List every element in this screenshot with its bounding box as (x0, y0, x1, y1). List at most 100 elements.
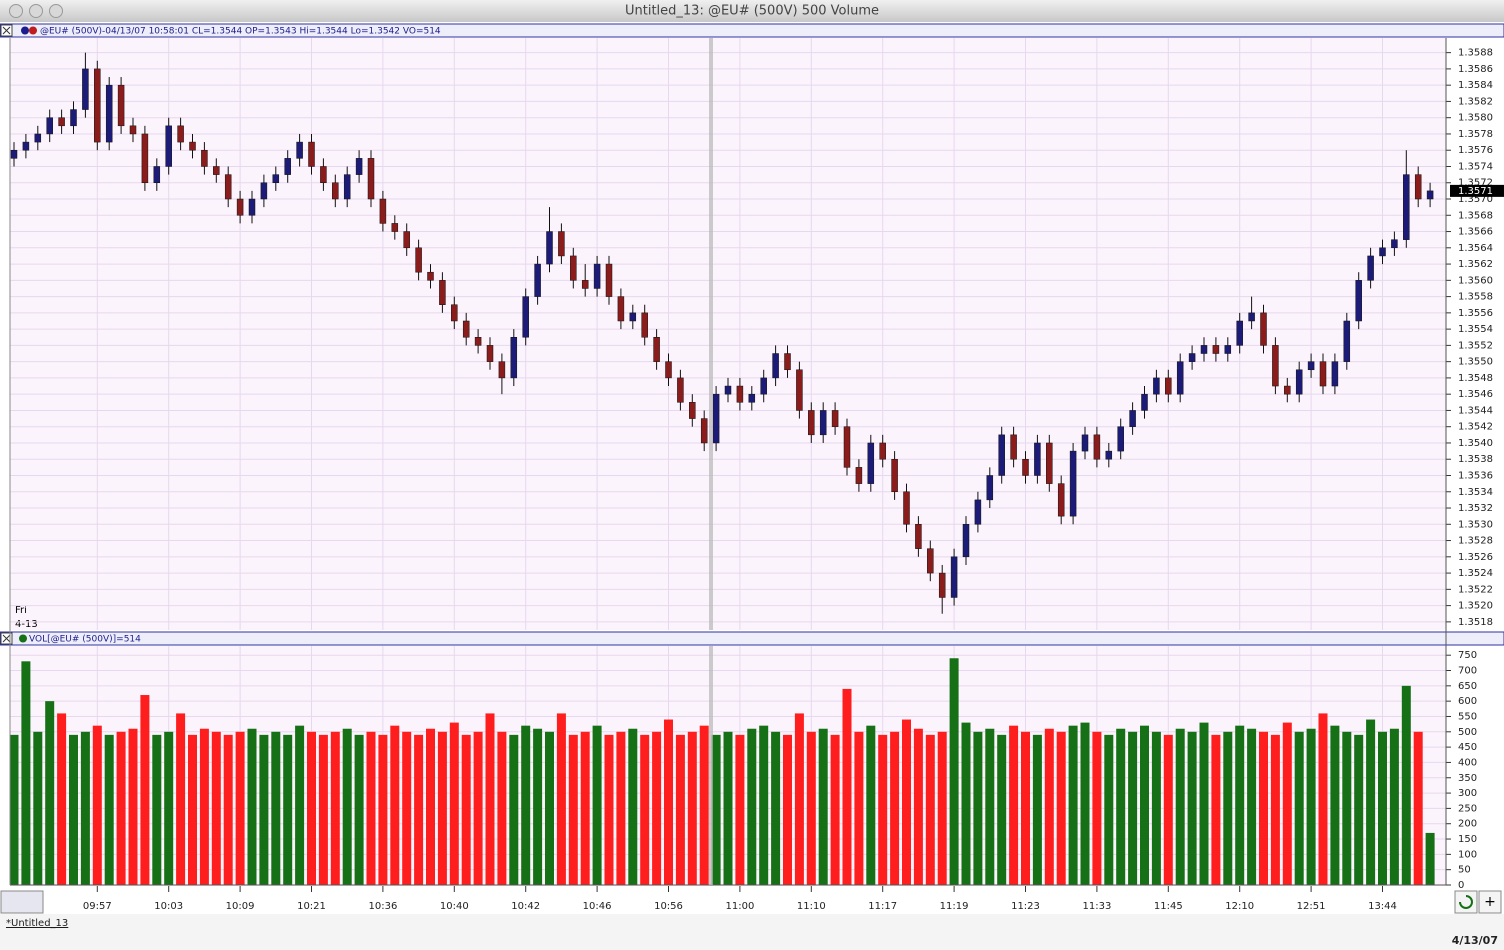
volume-bar (1413, 731, 1423, 885)
candle-body (129, 125, 137, 135)
volume-bar (1330, 725, 1340, 885)
scroll-thumb[interactable] (0, 890, 44, 914)
volume-bar (188, 734, 197, 885)
y-tick-label: 1.3532 (1458, 503, 1493, 514)
minimize-button[interactable] (29, 4, 43, 18)
y-tick-label: 150 (1458, 834, 1477, 845)
status-bar (0, 914, 1504, 950)
candle-body (141, 133, 149, 183)
y-tick-label: 1.3588 (1458, 48, 1493, 59)
refresh-button[interactable] (1454, 890, 1478, 914)
candle-body (427, 271, 434, 281)
y-tick-label: 1.3566 (1458, 227, 1493, 238)
volume-bar (21, 661, 31, 885)
volume-bar (1247, 728, 1257, 885)
volume-bar (723, 731, 733, 885)
volume-bar (390, 725, 400, 885)
volume-bar (759, 725, 769, 885)
y-tick-label: 1.3568 (1458, 210, 1493, 221)
candle-body (1022, 458, 1029, 476)
volume-bar (568, 734, 578, 885)
candle-body (94, 68, 101, 143)
y-tick-label: 100 (1458, 849, 1477, 860)
candle-body (879, 442, 886, 460)
title-bar (0, 0, 1504, 22)
candle-body (1081, 434, 1089, 452)
candle-body (1379, 247, 1386, 257)
candle-body (974, 499, 982, 525)
volume-bar (354, 734, 364, 885)
candle-body (1057, 483, 1065, 517)
x-tick-label: 10:42 (511, 901, 540, 912)
candle-body (1426, 190, 1434, 200)
candle-body (1105, 450, 1113, 460)
volume-bar (1425, 832, 1435, 885)
volume-bar (1068, 725, 1078, 885)
volume-bar (199, 728, 209, 885)
candle-body (915, 524, 922, 549)
volume-bar (1151, 731, 1161, 885)
volume-bar (223, 734, 233, 885)
volume-bar (1116, 728, 1126, 885)
x-tick-label: 11:17 (868, 901, 897, 912)
candle-body (700, 418, 708, 444)
candle-body (617, 296, 625, 322)
candle-body (117, 84, 125, 127)
candle-body (1260, 312, 1267, 346)
sheet-tab[interactable]: *Untitled_13 (6, 918, 68, 929)
volume-bar (1199, 722, 1209, 885)
x-tick-label: 11:10 (797, 901, 826, 912)
volume-bar (1318, 713, 1328, 885)
candle-body (689, 402, 696, 419)
volume-bar (830, 734, 840, 885)
candle-body (367, 158, 375, 200)
candle-body (1331, 361, 1339, 387)
volume-bar (771, 731, 781, 885)
volume-bar (652, 731, 662, 885)
volume-bar (1211, 734, 1221, 885)
x-tick-label: 12:51 (1297, 901, 1326, 912)
volume-bar (902, 719, 911, 885)
close-icon (2, 634, 11, 643)
volume-bar (1140, 725, 1149, 885)
y-tick-label: 1.3520 (1458, 601, 1493, 612)
x-tick-label: 13:44 (1368, 901, 1397, 912)
candle-body (629, 312, 637, 322)
volume-bar (664, 719, 673, 885)
volume-bar (687, 731, 697, 885)
y-tick-label: 50 (1458, 865, 1471, 876)
y-tick-label: 1.3564 (1458, 243, 1493, 254)
x-tick-label: 11:33 (1082, 901, 1111, 912)
x-tick-label: 10:46 (583, 901, 612, 912)
volume-bar (616, 731, 626, 885)
candle-body (391, 223, 399, 232)
candle-body (760, 377, 767, 395)
volume-bar (1366, 719, 1376, 885)
volume-bar (1401, 685, 1411, 885)
y-tick-label: 1.3540 (1458, 438, 1493, 449)
volume-bar (699, 725, 709, 885)
candle-body (153, 166, 161, 183)
zoom-button[interactable] (49, 4, 63, 18)
candle-body (605, 263, 613, 297)
y-tick-label: 1.3556 (1458, 308, 1493, 319)
close-button[interactable] (9, 4, 23, 18)
candle-body (581, 280, 589, 289)
volume-bar (1270, 734, 1280, 885)
add-button[interactable] (1478, 890, 1502, 914)
candle-body (462, 320, 470, 338)
volume-bar (545, 731, 554, 885)
y-tick-label: 1.3572 (1458, 178, 1493, 189)
y-tick-label: 1.3522 (1458, 584, 1493, 595)
candle-body (343, 174, 351, 200)
candle-body (1176, 361, 1184, 395)
volume-bar (842, 688, 852, 885)
volume-bar (1294, 731, 1304, 885)
x-tick-label: 10:09 (226, 901, 255, 912)
x-tick-label: 10:36 (368, 901, 397, 912)
candle-body (819, 410, 827, 436)
y-tick-label: 0 (1458, 880, 1464, 891)
candle-body (986, 475, 994, 501)
volume-bar (271, 731, 281, 885)
candle-body (724, 385, 732, 395)
